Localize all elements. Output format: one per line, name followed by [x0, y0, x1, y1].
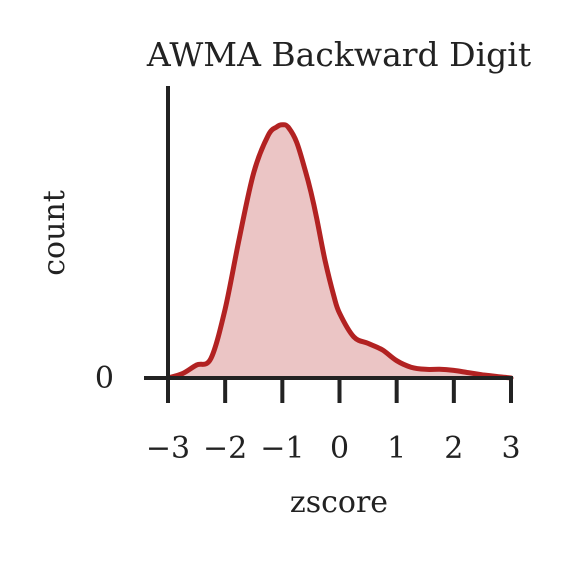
chart-title: AWMA Backward Digit [146, 35, 531, 74]
x-ticks: −3 −2 −1 0 1 2 3 [146, 378, 521, 466]
y-ticks: 0 [95, 361, 114, 396]
x-tick-label: 3 [501, 431, 520, 466]
x-tick-label: −1 [260, 431, 304, 466]
x-tick-label: 2 [444, 431, 463, 466]
x-tick-label: −2 [203, 431, 247, 466]
density-area [168, 124, 511, 378]
x-tick-label: 1 [387, 431, 406, 466]
x-axis-label: zscore [290, 485, 388, 520]
x-tick-label: 0 [330, 431, 349, 466]
density-line [165, 122, 514, 381]
y-tick-label: 0 [95, 361, 114, 396]
y-axis-label: count [37, 190, 72, 276]
x-tick-label: −3 [146, 431, 190, 466]
